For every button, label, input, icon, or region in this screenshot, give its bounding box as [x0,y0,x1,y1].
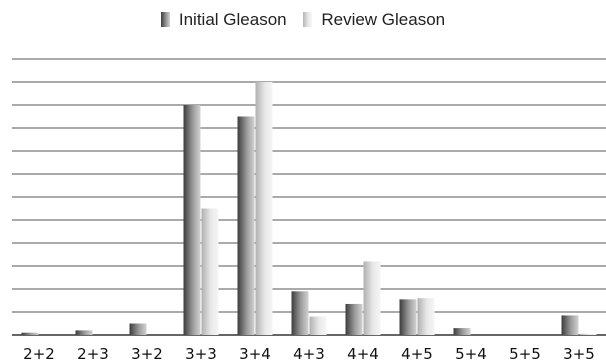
bar-initial-5+4 [453,328,471,335]
legend-swatch-review [303,12,313,27]
bar-initial-3+4 [237,116,255,335]
bar-review-3+5 [579,333,597,335]
x-tick-label: 2+3 [77,345,109,363]
x-tick-label: 2+2 [23,345,55,363]
bar-initial-4+3 [291,291,309,335]
bar-review-4+4 [363,261,381,335]
bar-initial-4+4 [345,303,363,335]
legend-swatch-initial [160,12,170,27]
x-tick-label: 3+4 [239,345,271,363]
legend-label-review: Review Gleason [321,10,446,29]
gridlines [12,58,606,336]
x-tick-label: 3+2 [131,345,163,363]
bars [21,82,597,335]
x-tick-label: 4+4 [347,345,379,363]
chart-legend: Initial Gleason Review Gleason [0,10,606,30]
x-tick-label: 4+3 [293,345,325,363]
legend-item-initial: Initial Gleason [160,10,287,30]
bar-review-3+4 [255,82,273,335]
x-tick-label: 5+5 [509,345,541,363]
x-axis-labels: 2+2 2+3 3+2 3+3 3+4 4+3 4+4 4+5 5+4 5+5 3+5 [23,345,595,363]
x-tick-label: 3+5 [563,345,595,363]
bar-initial-3+5 [561,315,579,335]
bar-initial-4+5 [399,299,417,335]
bar-initial-3+3 [183,105,201,335]
x-tick-label: 3+3 [185,345,217,363]
x-tick-label: 5+4 [455,345,487,363]
x-tick-label: 4+5 [401,345,433,363]
bar-initial-2+3 [75,330,93,335]
bar-review-3+3 [201,208,219,335]
legend-item-review: Review Gleason [303,10,445,30]
bar-initial-2+2 [21,332,39,335]
bar-review-4+5 [417,298,435,335]
legend-label-initial: Initial Gleason [178,10,287,29]
bar-initial-3+2 [129,323,147,335]
bar-review-4+3 [309,316,327,335]
